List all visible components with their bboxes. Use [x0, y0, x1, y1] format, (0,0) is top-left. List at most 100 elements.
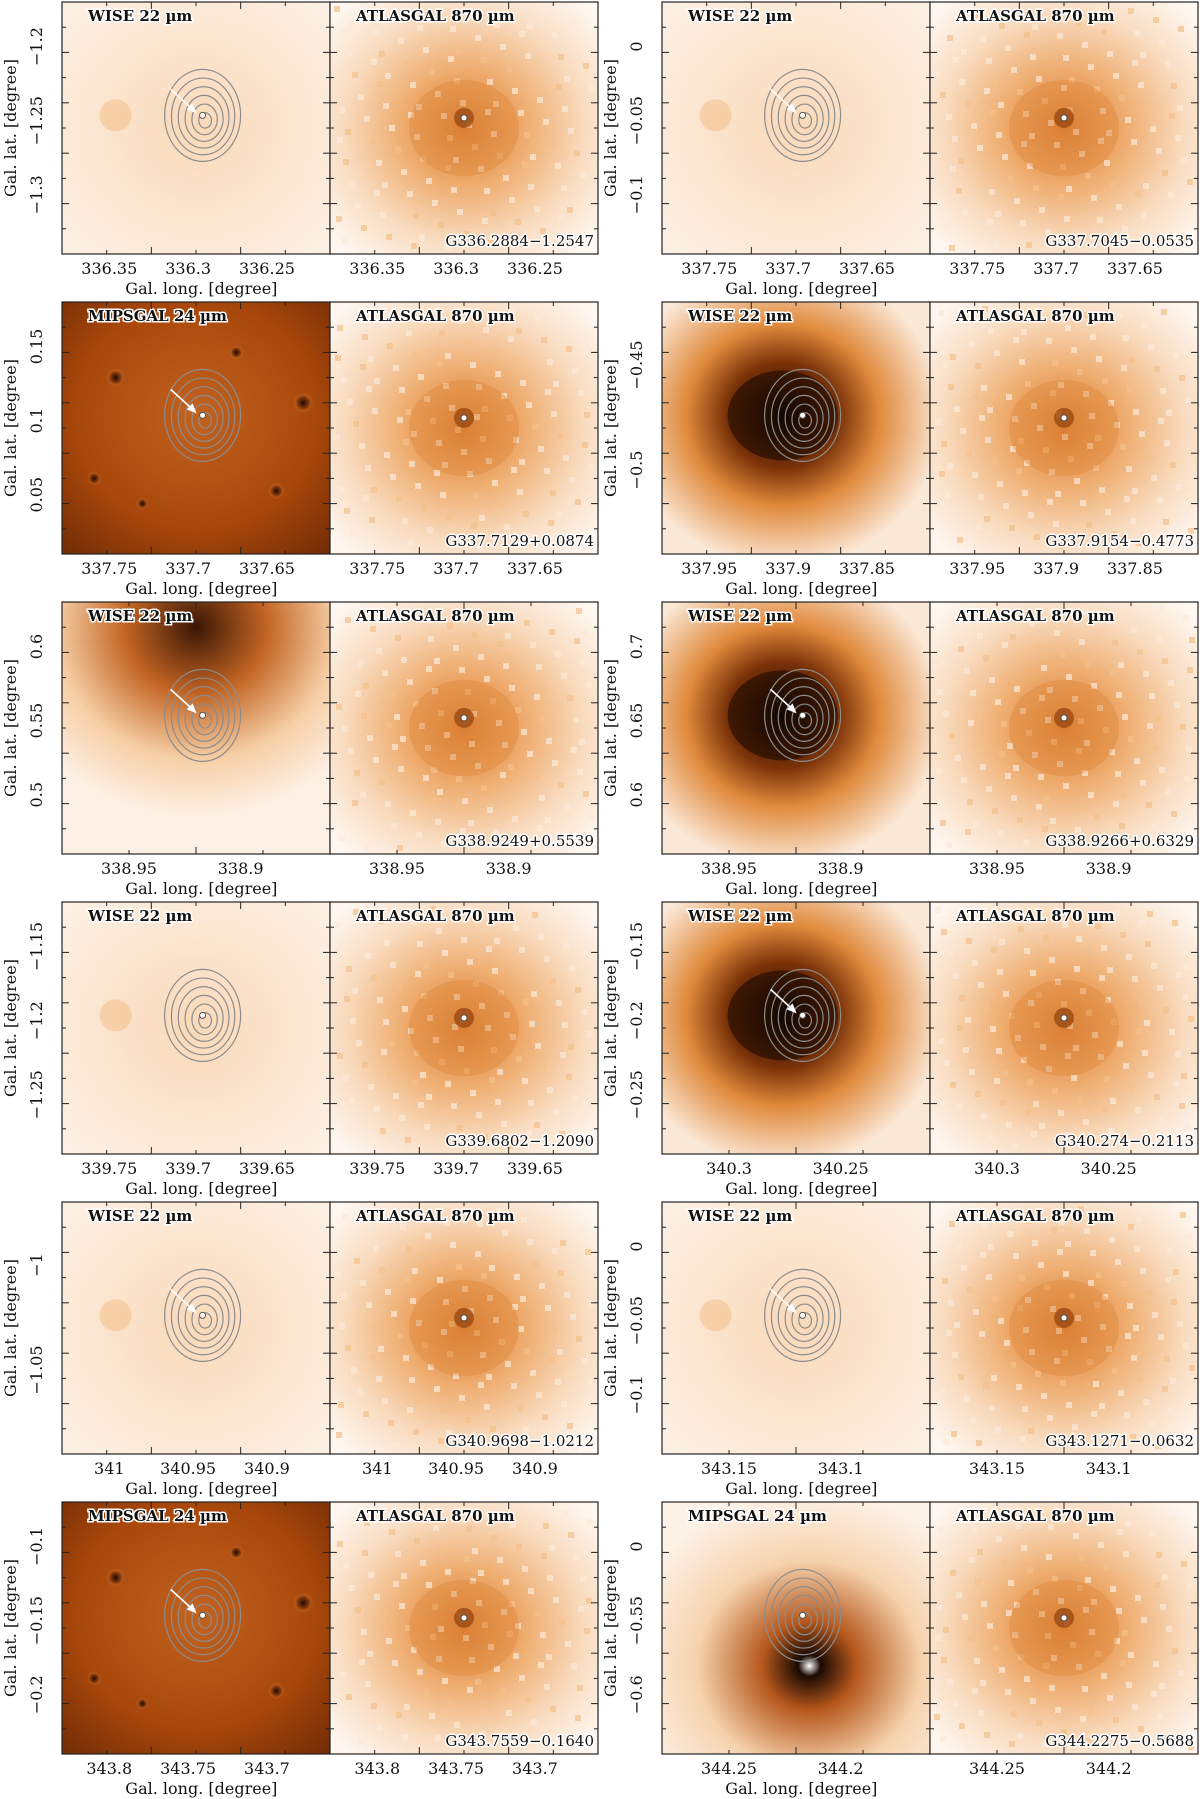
contour-level — [170, 977, 236, 1056]
submm-pixel — [515, 1435, 521, 1441]
contour-level — [770, 977, 836, 1056]
submm-pixel — [952, 1352, 958, 1358]
submm-pixel — [429, 797, 435, 803]
x-tick-label: 338.9 — [218, 859, 264, 878]
submm-pixel — [956, 1592, 962, 1598]
submm-pixel — [1069, 77, 1075, 83]
submm-pixel — [940, 92, 946, 98]
submm-pixel — [552, 1248, 558, 1254]
submm-pixel — [1170, 1378, 1176, 1384]
submm-pixel — [526, 402, 532, 408]
submm-pixel — [980, 1680, 986, 1686]
submm-pixel — [589, 813, 595, 819]
submm-pixel — [965, 829, 971, 835]
submm-pixel — [567, 1423, 573, 1429]
y-axis-title: Gal. lat. [degree] — [601, 659, 620, 797]
submm-pixel — [974, 14, 980, 20]
submm-pixel — [549, 141, 555, 147]
submm-pixel — [1102, 1106, 1108, 1112]
submm-pixel — [1062, 434, 1068, 440]
submm-pixel — [470, 362, 476, 368]
ir-image — [62, 902, 330, 1154]
submm-pixel — [1073, 1045, 1079, 1051]
y-tick-label: 0.6 — [627, 782, 646, 807]
submm-pixel — [1015, 1523, 1021, 1529]
submm-pixel — [1098, 138, 1104, 144]
submm-pixel — [1060, 652, 1066, 658]
submm-pixel — [1105, 997, 1111, 1003]
submm-pixel — [1099, 1403, 1105, 1409]
submm-pixel — [1017, 1305, 1023, 1311]
contour-level — [170, 77, 236, 156]
submm-pixel — [560, 324, 566, 330]
submm-pixel — [1016, 1384, 1022, 1390]
submm-pixel — [578, 1118, 584, 1124]
submm-pixel — [571, 19, 577, 25]
submm-pixel — [536, 664, 542, 670]
x-tick-label: 340.3 — [706, 1159, 752, 1178]
submm-pixel — [429, 69, 435, 75]
submm-pixel — [401, 657, 407, 663]
ir-contours — [164, 1568, 242, 1663]
submm-clump — [409, 80, 519, 176]
submm-pixel — [380, 1616, 386, 1622]
submm-pixel — [379, 1267, 385, 1273]
submm-pixel — [1184, 964, 1190, 970]
submm-pixel — [1006, 1122, 1012, 1128]
submm-pixel — [1001, 1209, 1007, 1215]
contour-level — [791, 1303, 818, 1336]
submm-pixel — [1161, 309, 1167, 315]
submm-pixel — [589, 85, 595, 91]
submm-pixel — [1058, 1110, 1064, 1116]
y-tick-label: −0.25 — [627, 1070, 646, 1119]
contour-level — [777, 1586, 830, 1649]
submm-pixel — [358, 94, 364, 100]
arrow-shaft — [170, 88, 194, 110]
submm-pixel — [471, 711, 477, 717]
submm-pixel — [371, 975, 377, 981]
submm-pixel — [336, 1432, 342, 1438]
submm-pixel — [1076, 20, 1082, 26]
submm-pixel — [394, 1442, 400, 1448]
submm-pixel — [545, 1305, 551, 1311]
submm-pixel — [1009, 525, 1015, 531]
submm-pixel — [386, 910, 392, 916]
submm-pixel — [1122, 714, 1128, 720]
submm-peak-marker — [1060, 114, 1068, 122]
submm-pixel — [497, 1069, 503, 1075]
submm-pixel — [958, 158, 964, 164]
contour-level — [777, 86, 830, 149]
ir-contours — [763, 68, 842, 163]
submm-pixel — [1068, 456, 1074, 462]
submm-pixel — [984, 1732, 990, 1738]
submm-pixel — [544, 1684, 550, 1690]
ir-band-label: WISE 22 µm — [687, 7, 792, 25]
submm-pixel — [521, 1217, 527, 1223]
submm-pixel — [1176, 484, 1182, 490]
submm-pixel — [939, 471, 945, 477]
submm-image — [930, 1502, 1198, 1754]
submm-pixel — [369, 517, 375, 523]
submm-pixel — [408, 540, 414, 546]
panel-pair-G336.2884-1.2547: WISE 22 µm ATLASGAL 870 µmG336.2884−1.254… — [1, 1, 599, 298]
contour-level — [770, 1577, 836, 1656]
submm-pixel — [527, 23, 533, 29]
submm-pixel — [411, 919, 417, 925]
source-name-label: G336.2884−1.2547 — [445, 232, 594, 250]
submm-pixel — [568, 1044, 574, 1050]
submm-pixel — [524, 1348, 530, 1354]
submm-pixel — [979, 1331, 985, 1337]
submm-pixel — [1114, 1638, 1120, 1644]
submm-pixel — [1178, 942, 1184, 948]
submm-pixel — [441, 113, 447, 119]
x-tick-label: 340.9 — [244, 1459, 290, 1478]
peak-marker — [799, 1011, 807, 1019]
submm-pixel — [562, 106, 568, 112]
submm-pixel — [1085, 661, 1091, 667]
submm-pixel — [1044, 1284, 1050, 1290]
submm-pixel — [419, 723, 425, 729]
submm-pixel — [986, 786, 992, 792]
submm-pixel — [1158, 1334, 1164, 1340]
submm-pixel — [962, 1614, 968, 1620]
